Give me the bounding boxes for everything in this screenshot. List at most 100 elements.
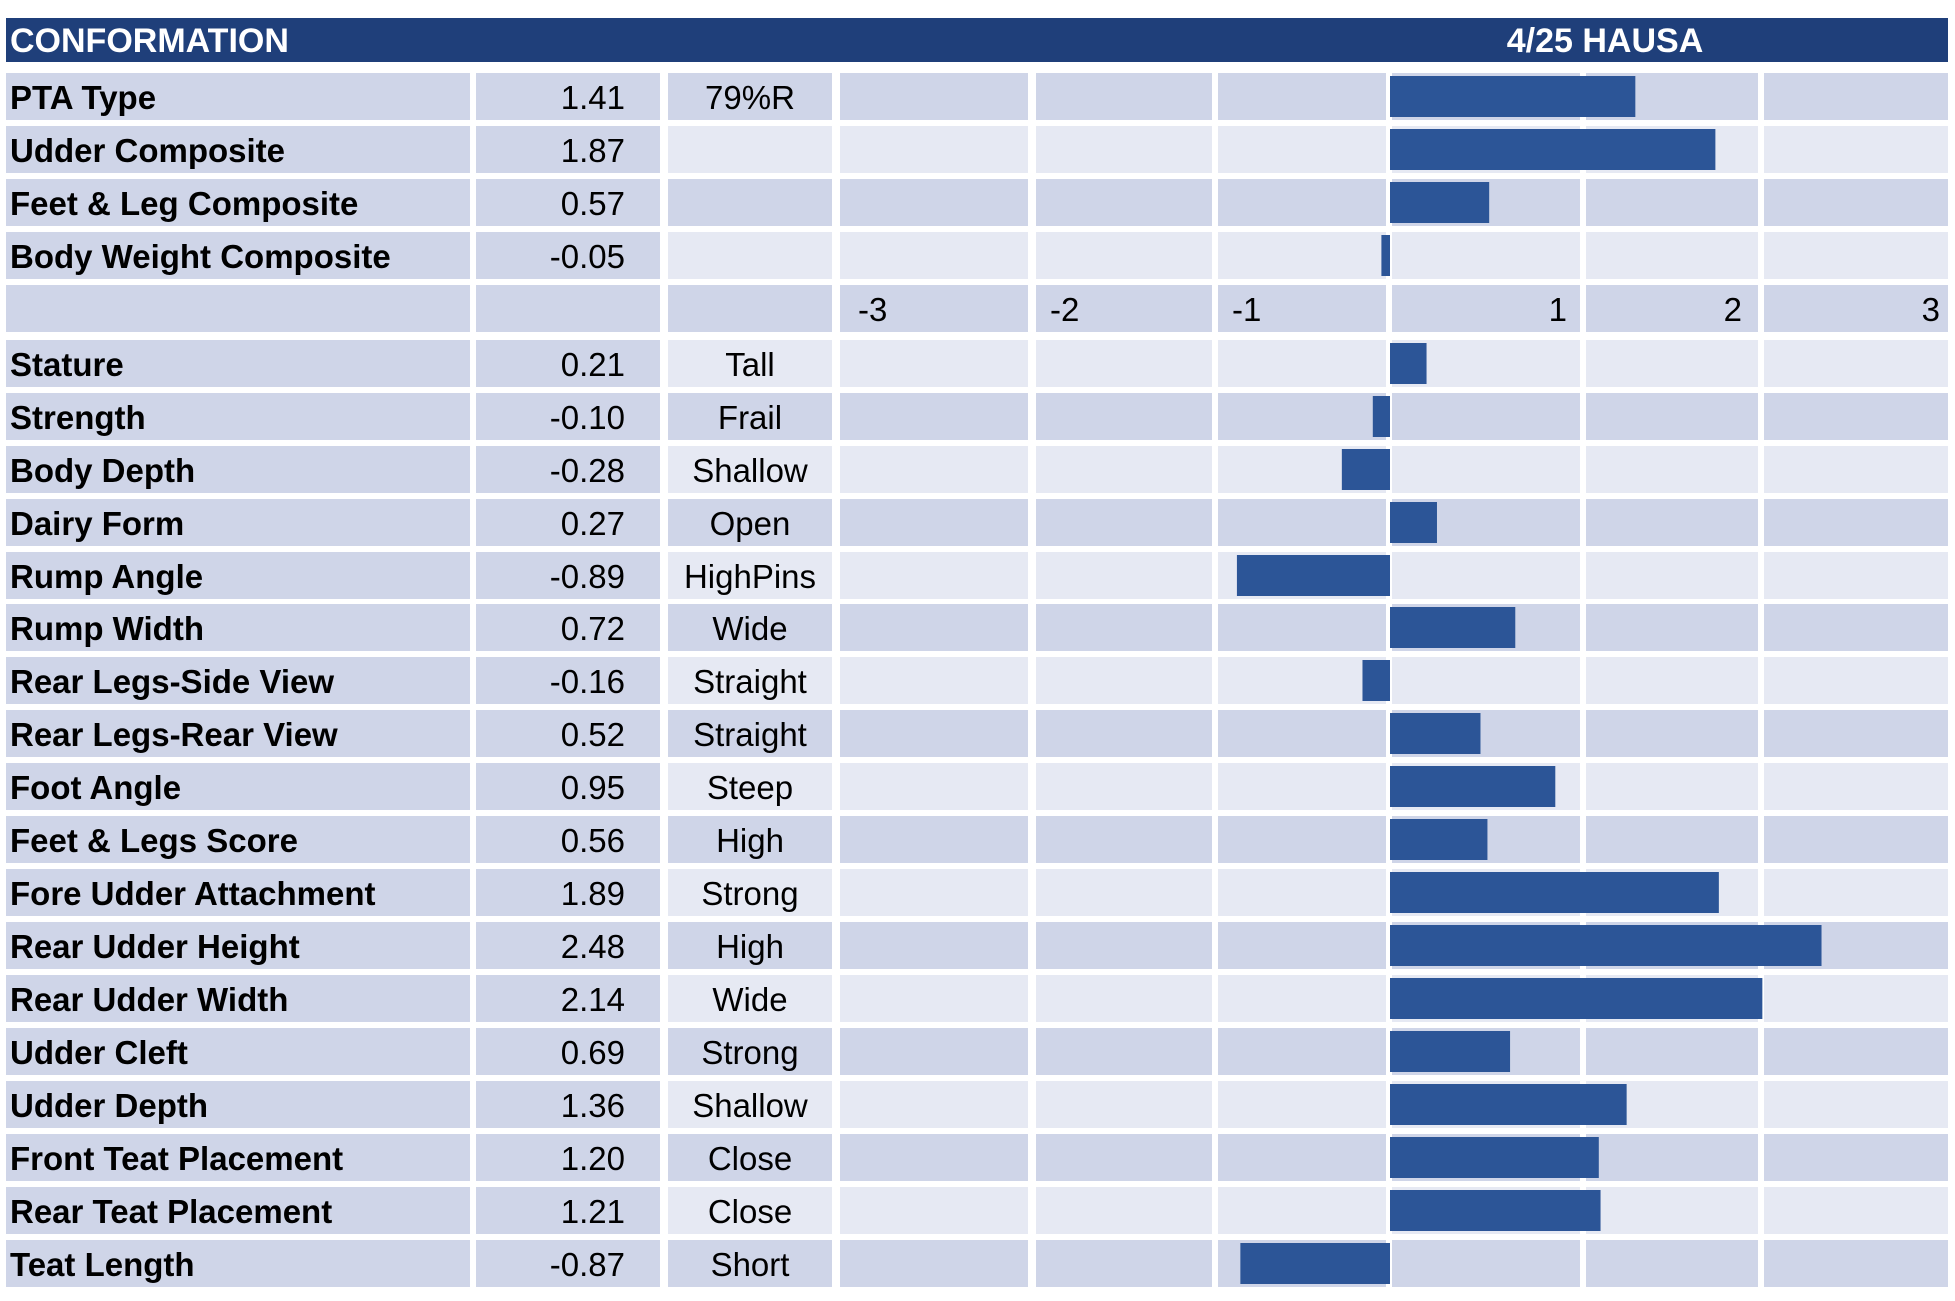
table-cell [6,73,470,120]
axis-tick-label: 3 [1922,291,1940,328]
axis-tick-label: 2 [1724,291,1742,328]
table-cell [1218,922,1386,969]
table-cell [1586,393,1758,440]
row-label: Rump Angle [10,558,203,595]
table-cell [1218,1187,1386,1234]
table-cell [1764,393,1948,440]
table-cell [1586,552,1758,599]
table-cell [476,657,660,704]
chart-source-label: 4/25 HAUSA [1507,22,1704,60]
table-cell [1036,73,1212,120]
table-cell [6,816,470,863]
table-cell [1218,869,1386,916]
table-cell [476,869,660,916]
row-descriptor: Straight [693,663,807,700]
table-cell [1586,1028,1758,1075]
table-cell [476,1028,660,1075]
bar [1390,1031,1511,1072]
bar [1236,555,1390,596]
row-descriptor: HighPins [684,558,816,595]
table-cell [6,446,470,493]
row-value: 1.36 [561,1087,625,1124]
table-cell [840,1081,1028,1128]
table-cell [1218,816,1386,863]
table-cell [1586,1240,1758,1287]
table-cell [840,126,1028,173]
table-cell [476,1240,660,1287]
table-cell [1392,446,1580,493]
row-value: -0.87 [550,1246,625,1283]
table-cell [6,393,470,440]
row-label: Udder Depth [10,1087,208,1124]
table-cell [6,179,470,226]
row-label: Strength [10,399,146,436]
row-descriptor: Steep [707,769,793,806]
table-cell [1218,710,1386,757]
table-cell [1764,657,1948,704]
row-label: Rump Width [10,610,204,647]
row-label: Udder Cleft [10,1034,188,1071]
table-cell [476,1081,660,1128]
table-cell [476,340,660,387]
row-descriptor: Short [711,1246,790,1283]
table-cell [1218,604,1386,651]
table-cell [476,552,660,599]
table-cell [476,73,660,120]
table-cell [1036,1134,1212,1181]
table-cell [1218,1081,1386,1128]
table-cell [1764,285,1948,332]
table-cell [840,1134,1028,1181]
table-cell [476,285,660,332]
table-cell [1036,179,1212,226]
table-cell [1586,499,1758,546]
table-cell [1036,1081,1212,1128]
table-cell [1764,232,1948,279]
table-cell [840,710,1028,757]
table-cell [668,763,832,810]
table-cell [1764,552,1948,599]
bar [1390,766,1556,807]
row-label: Rear Udder Height [10,928,300,965]
table-cell [1586,657,1758,704]
table-cell [1036,1240,1212,1287]
table-cell [840,1187,1028,1234]
table-cell [476,126,660,173]
row-label: Body Weight Composite [10,238,391,275]
bar [1240,1243,1390,1284]
axis-tick-label: -3 [858,291,887,328]
bar [1390,1137,1599,1178]
table-cell [1036,285,1212,332]
row-descriptor: 79%R [705,79,795,116]
table-cell [1586,604,1758,651]
table-cell [6,1187,470,1234]
bar [1390,129,1716,170]
row-value: 1.20 [561,1140,625,1177]
table-cell [1036,340,1212,387]
table-cell [1764,816,1948,863]
table-cell [840,1028,1028,1075]
table-cell [1764,710,1948,757]
table-cell [1586,232,1758,279]
row-label: Rear Teat Placement [10,1193,332,1230]
bar [1390,978,1763,1019]
row-label: Feet & Leg Composite [10,185,358,222]
table-cell [1764,869,1948,916]
table-cell [668,922,832,969]
row-label: Feet & Legs Score [10,822,298,859]
table-cell [1036,922,1212,969]
row-value: 0.56 [561,822,625,859]
bar [1362,660,1390,701]
bar [1390,502,1437,543]
table-cell [476,1134,660,1181]
table-cell [668,1028,832,1075]
table-cell [1764,604,1948,651]
row-value: 1.41 [561,79,625,116]
table-cell [1218,73,1386,120]
row-value: 0.27 [561,505,625,542]
table-cell [6,1028,470,1075]
table-cell [1586,763,1758,810]
table-cell [1036,499,1212,546]
table-cell [668,1134,832,1181]
row-label: Foot Angle [10,769,181,806]
table-cell [668,393,832,440]
